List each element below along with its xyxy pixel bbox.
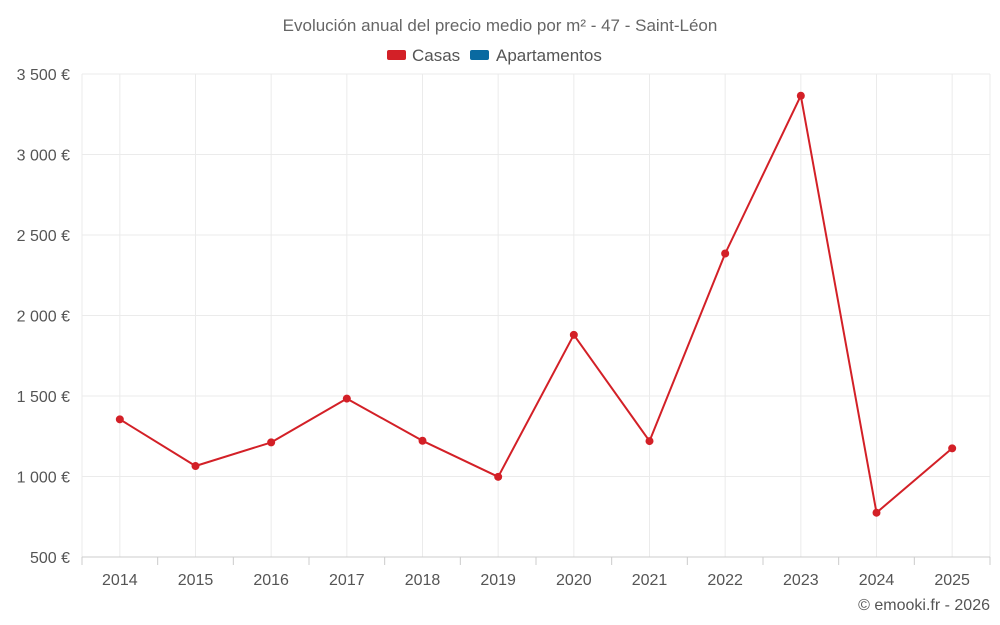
x-tick-label: 2022 — [707, 572, 743, 589]
data-point-casas-2017[interactable] — [342, 394, 351, 403]
x-tick-label: 2019 — [480, 572, 516, 589]
y-gridlines — [82, 73, 990, 477]
legend-swatch-casas — [387, 50, 406, 60]
y-tick-label: 2 000 € — [17, 309, 70, 326]
data-point-casas-2024[interactable] — [872, 508, 881, 517]
y-tick-label: 3 000 € — [17, 148, 70, 165]
x-tick-label: 2018 — [405, 572, 441, 589]
data-point-casas-2019[interactable] — [494, 472, 503, 481]
y-tick-label: 2 500 € — [17, 228, 70, 245]
data-point-casas-2018[interactable] — [418, 436, 427, 445]
series-line-casas — [119, 94, 953, 514]
data-point-casas-2016[interactable] — [267, 438, 276, 447]
x-tick-label: 2021 — [632, 572, 668, 589]
x-tick-label: 2020 — [556, 572, 592, 589]
y-tick-label: 500 € — [30, 550, 70, 567]
legend-item-casas[interactable]: Casas — [387, 46, 460, 65]
x-tick-label: 2024 — [859, 572, 895, 589]
y-tick-label: 1 500 € — [17, 389, 70, 406]
x-tick-label: 2017 — [329, 572, 365, 589]
series-casas — [115, 91, 957, 517]
x-tick-label: 2025 — [934, 572, 970, 589]
data-point-casas-2014[interactable] — [115, 415, 124, 424]
credit-text: © emooki.fr - 2026 — [858, 597, 990, 614]
data-point-casas-2025[interactable] — [948, 444, 957, 453]
data-point-casas-2022[interactable] — [721, 249, 730, 258]
x-tick-label: 2016 — [253, 572, 289, 589]
y-tick-label: 3 500 € — [17, 67, 70, 84]
legend: Casas Apartamentos — [387, 46, 602, 65]
legend-label-casas: Casas — [412, 46, 460, 65]
chart-title: Evolución anual del precio medio por m² … — [283, 16, 718, 35]
data-point-casas-2021[interactable] — [645, 437, 654, 446]
x-axis-ticks: 2014 2015 2016 2017 2018 2019 2020 2021 2022 2023… — [81, 557, 991, 589]
legend-item-apartamentos[interactable]: Apartamentos — [470, 46, 602, 65]
x-tick-label: 2023 — [783, 572, 819, 589]
legend-label-apartamentos: Apartamentos — [496, 46, 602, 65]
data-point-casas-2015[interactable] — [191, 462, 200, 471]
x-tick-label: 2014 — [102, 572, 138, 589]
data-point-casas-2023[interactable] — [796, 91, 805, 100]
data-point-casas-2020[interactable] — [569, 330, 578, 339]
x-tick-label: 2015 — [178, 572, 214, 589]
y-axis-ticks: 500 € 1 000 € 1 500 € 2 000 € 2 500 € 3 000 €… — [17, 67, 70, 567]
y-tick-label: 1 000 € — [17, 470, 70, 487]
legend-swatch-apartamentos — [470, 50, 489, 60]
